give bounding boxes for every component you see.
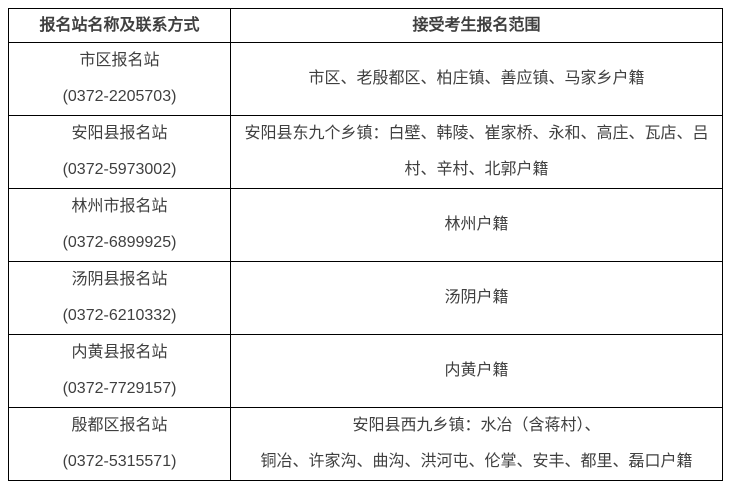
scope-cell: 内黄户籍: [230, 334, 723, 408]
station-phone: (0372-7729157): [62, 380, 177, 397]
scope-cell: 市区、老殷都区、柏庄镇、善应镇、马家乡户籍: [230, 42, 723, 116]
station-cell: 林州市报名站 (0372-6899925): [8, 188, 231, 262]
station-name: 安阳县报名站: [71, 125, 168, 142]
column-header-station: 报名站名称及联系方式: [8, 8, 231, 43]
scope-cell: 安阳县西九乡镇：水冶（含蒋村）、 铜冶、许家沟、曲沟、洪河屯、伦掌、安丰、都里、…: [230, 407, 723, 481]
station-name: 林州市报名站: [71, 198, 168, 215]
station-name: 汤阴县报名站: [71, 271, 168, 288]
table-header-row: 报名站名称及联系方式 接受考生报名范围: [8, 8, 723, 43]
station-phone: (0372-2205703): [62, 88, 177, 105]
station-phone: (0372-6210332): [62, 307, 177, 324]
table-row: 林州市报名站 (0372-6899925) 林州户籍: [8, 188, 723, 262]
scope-cell: 安阳县东九个乡镇：白壁、韩陵、崔家桥、永和、高庄、瓦店、吕村、辛村、北郭户籍: [230, 115, 723, 189]
table-row: 市区报名站 (0372-2205703) 市区、老殷都区、柏庄镇、善应镇、马家乡…: [8, 42, 723, 116]
registration-stations-table: 报名站名称及联系方式 接受考生报名范围 市区报名站 (0372-2205703)…: [8, 8, 723, 481]
station-phone: (0372-5315571): [62, 453, 177, 470]
table-row: 殷都区报名站 (0372-5315571) 安阳县西九乡镇：水冶（含蒋村）、 铜…: [8, 407, 723, 481]
column-header-scope: 接受考生报名范围: [230, 8, 723, 43]
station-phone: (0372-5973002): [62, 161, 177, 178]
table-row: 内黄县报名站 (0372-7729157) 内黄户籍: [8, 334, 723, 408]
station-cell: 市区报名站 (0372-2205703): [8, 42, 231, 116]
station-phone: (0372-6899925): [62, 234, 177, 251]
table-row: 汤阴县报名站 (0372-6210332) 汤阴户籍: [8, 261, 723, 335]
scope-cell: 林州户籍: [230, 188, 723, 262]
station-cell: 安阳县报名站 (0372-5973002): [8, 115, 231, 189]
scope-cell: 汤阴户籍: [230, 261, 723, 335]
station-cell: 汤阴县报名站 (0372-6210332): [8, 261, 231, 335]
station-cell: 内黄县报名站 (0372-7729157): [8, 334, 231, 408]
station-cell: 殷都区报名站 (0372-5315571): [8, 407, 231, 481]
station-name: 市区报名站: [79, 52, 160, 69]
table-row: 安阳县报名站 (0372-5973002) 安阳县东九个乡镇：白壁、韩陵、崔家桥…: [8, 115, 723, 189]
station-name: 内黄县报名站: [71, 344, 168, 361]
station-name: 殷都区报名站: [71, 417, 168, 434]
